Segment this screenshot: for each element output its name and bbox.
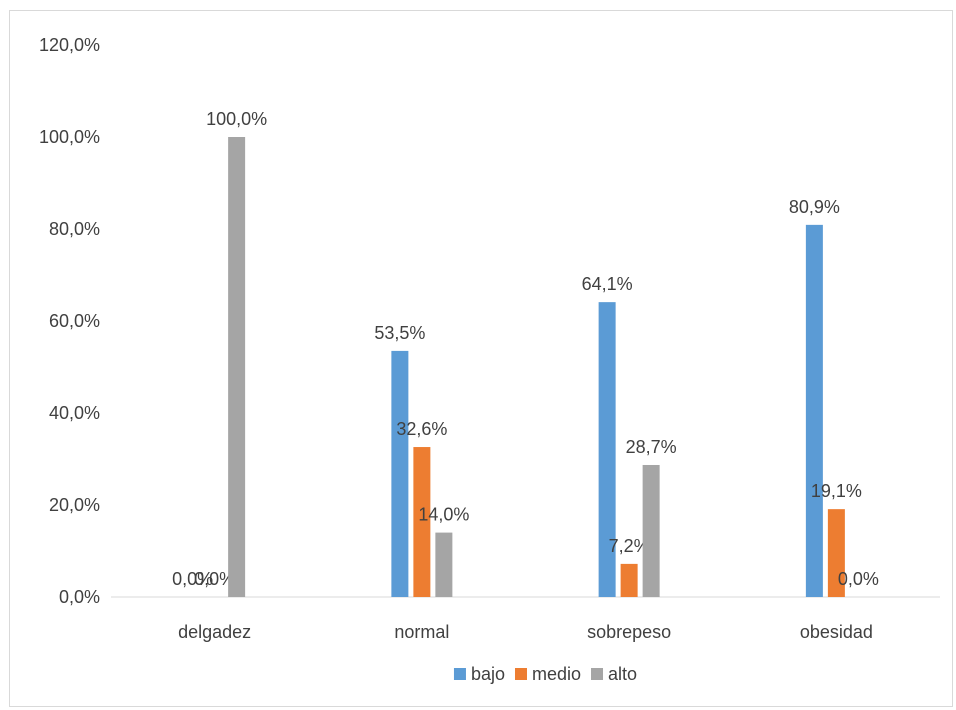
y-tick-label: 100,0% [39, 127, 100, 147]
legend-swatch-bajo [453, 668, 466, 680]
legend-swatch-alto [591, 668, 604, 680]
chart-frame [9, 10, 953, 707]
y-tick-label: 0,0% [59, 587, 100, 607]
y-tick-label: 80,0% [49, 219, 100, 239]
legend-label-bajo: bajo [471, 664, 505, 684]
y-tick-label: 120,0% [39, 35, 100, 55]
bar-medio-obesidad [827, 509, 845, 597]
category-label: sobrepeso [587, 622, 671, 642]
data-label-medio-normal: 32,6% [396, 419, 447, 439]
bar-medio-normal [413, 447, 431, 597]
category-label: delgadez [178, 622, 251, 642]
bar-alto-sobrepeso [642, 464, 660, 597]
data-label-bajo-normal: 53,5% [374, 323, 425, 343]
legend-swatch-medio [514, 668, 527, 680]
bar-alto-delgadez [228, 137, 246, 597]
bar-medio-sobrepeso [620, 563, 638, 597]
data-label-alto-sobrepeso: 28,7% [626, 437, 677, 457]
bar-bajo-obesidad [805, 224, 823, 598]
bar-bajo-sobrepeso [598, 302, 616, 597]
data-label-medio-sobrepeso: 7,2% [609, 536, 650, 556]
y-tick-label: 20,0% [49, 495, 100, 515]
data-label-medio-delgadez: 0,0% [194, 569, 235, 589]
data-label-bajo-sobrepeso: 64,1% [582, 274, 633, 294]
category-label: normal [394, 622, 449, 642]
legend-label-medio: medio [532, 664, 581, 684]
legend-label-alto: alto [608, 664, 637, 684]
data-label-alto-obesidad: 0,0% [838, 569, 879, 589]
data-label-alto-normal: 14,0% [418, 505, 469, 525]
y-tick-label: 40,0% [49, 403, 100, 423]
data-label-bajo-delgadez: 0,0% [172, 569, 213, 589]
data-label-alto-delgadez: 100,0% [206, 109, 267, 129]
data-label-bajo-obesidad: 80,9% [789, 197, 840, 217]
category-label: obesidad [800, 622, 873, 642]
data-label-medio-obesidad: 19,1% [811, 481, 862, 501]
bar-alto-normal [435, 532, 453, 597]
y-tick-label: 60,0% [49, 311, 100, 331]
bar-bajo-normal [391, 350, 409, 597]
